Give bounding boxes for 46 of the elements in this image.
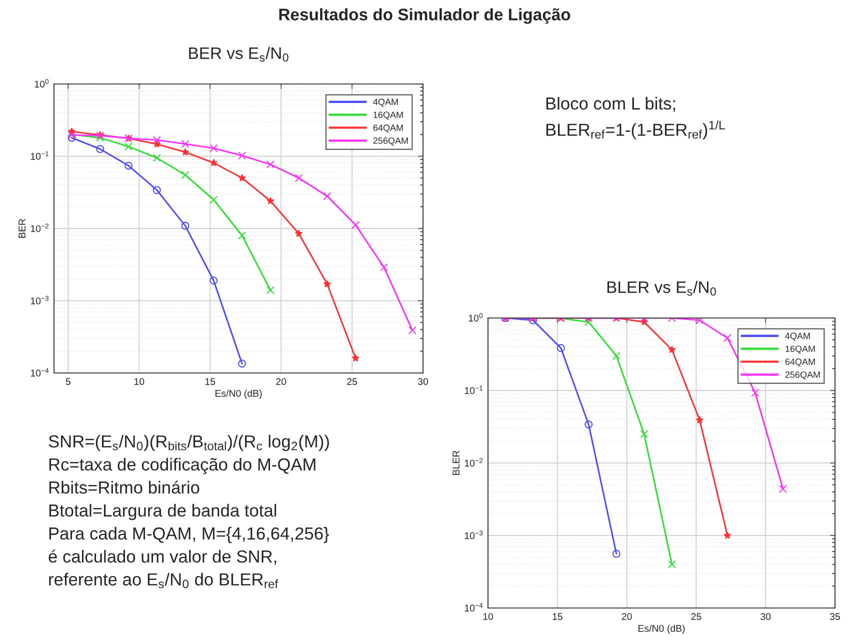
text: SNR=(E$_{s}$/N$_{0}$)(R$_{bits}$/B$_{total}$)/(R$_{c}$ log$_{2}$(M)) <box>48 434 329 452</box>
x-tick-label: 15 <box>205 378 216 385</box>
x-tick-label: 30 <box>760 613 771 620</box>
legend-label: 4QAM <box>373 98 398 107</box>
y-tick-label: 10$^{0}$ <box>34 79 49 88</box>
x-tick-label: 5 <box>66 378 70 385</box>
y-tick-label: 10$^{−2}$ <box>30 224 48 232</box>
y-tick-label: 10$^{−4}$ <box>30 368 49 377</box>
chart-title: BLER vs E$_{s}$/N$_{0}$ <box>607 280 716 296</box>
x-tick-label: 30 <box>418 378 428 385</box>
x-tick-label: 35 <box>830 613 840 620</box>
text: BLER$_{ref}$=1-(1-BER$_{ref}$)$^{1/L}$ <box>546 120 725 140</box>
y-axis-title: BLER <box>452 450 460 475</box>
text: Btotal=Largura de banda total <box>49 504 276 520</box>
legend-label: 256QAM <box>785 371 820 380</box>
legend-label: 256QAM <box>373 137 408 146</box>
text: Para cada M-QAM, M={4,16,64,256} <box>49 526 329 544</box>
legend-label: 64QAM <box>373 124 403 133</box>
x-axis-title: Es/N0 (dB) <box>638 624 685 634</box>
x-tick-label: 20 <box>622 613 632 620</box>
x-tick-label: 10 <box>134 378 144 385</box>
text: Rc=taxa de codificação do M-QAM <box>49 458 316 474</box>
text: Bloco com L bits; <box>546 96 675 112</box>
text: Resultados do Simulador de Ligação <box>279 8 570 24</box>
legend-label: 16QAM <box>786 346 815 354</box>
y-tick-label: 10$^{0}$ <box>468 313 483 322</box>
y-tick-label: 10$^{−3}$ <box>464 530 483 540</box>
y-tick-label: 10$^{−1}$ <box>464 386 483 394</box>
legend-label: 4QAM <box>785 332 810 341</box>
chart-title: BER vs E$_{s}$/N$_{0}$ <box>189 46 288 62</box>
x-tick-label: 10 <box>483 613 494 620</box>
x-tick-label: 25 <box>691 613 702 620</box>
y-tick-label: 10$^{−4}$ <box>464 603 483 612</box>
y-tick-label: 10$^{−1}$ <box>30 151 49 160</box>
x-tick-label: 20 <box>276 378 286 385</box>
text: é calculado um valor de SNR, <box>48 550 276 565</box>
y-tick-label: 10$^{−2}$ <box>464 458 482 467</box>
y-axis-title: BER <box>18 218 26 238</box>
x-tick-label: 15 <box>552 613 562 620</box>
legend-label: 64QAM <box>785 358 815 367</box>
text: referente ao E$_{s}$/N$_{0}$ do BLER$_{ref}$ <box>49 572 278 588</box>
y-tick-label: 10$^{−3}$ <box>30 296 49 304</box>
text: Rbits=Ritmo binário <box>49 480 200 494</box>
x-axis-title: Es/N0 (dB) <box>216 390 262 399</box>
x-tick-label: 25 <box>347 378 358 385</box>
legend-label: 16QAM <box>374 112 403 120</box>
